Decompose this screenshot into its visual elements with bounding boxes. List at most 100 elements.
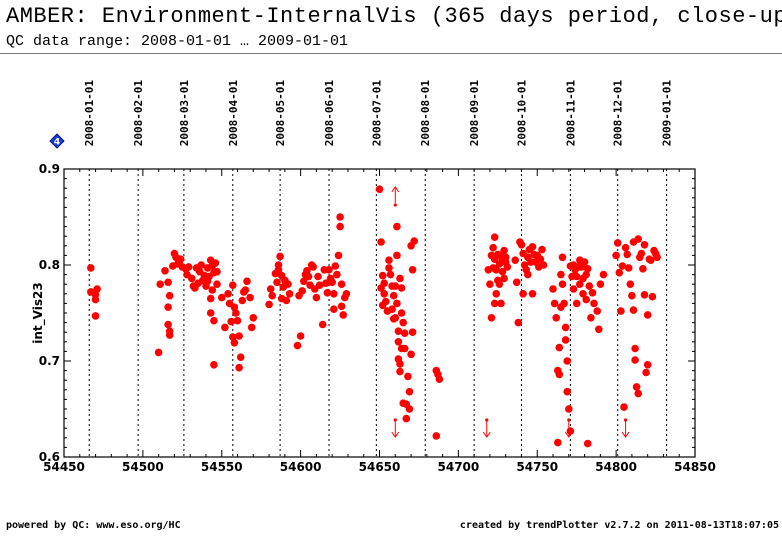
badge-number: 4 <box>54 138 60 148</box>
outlier-down-arrow <box>391 418 400 438</box>
outlier-down-arrow <box>564 418 573 438</box>
data-point <box>595 325 603 334</box>
data-point <box>164 278 172 287</box>
data-point <box>524 270 532 279</box>
data-point <box>620 403 628 411</box>
data-point <box>229 333 237 341</box>
data-point <box>572 272 581 281</box>
data-point <box>246 293 254 302</box>
data-point <box>490 233 499 241</box>
data-point <box>206 309 215 317</box>
data-point <box>492 266 501 274</box>
data-point <box>236 353 245 362</box>
data-point <box>634 235 642 243</box>
date-label: 2008-06-01 <box>323 80 336 147</box>
date-label: 2008-02-01 <box>132 80 145 147</box>
data-point <box>632 383 641 391</box>
data-point <box>585 282 594 290</box>
data-point <box>309 263 318 271</box>
data-point <box>517 241 526 249</box>
data-point <box>539 261 548 269</box>
data-point <box>596 280 605 289</box>
data-point <box>393 222 401 231</box>
data-point <box>590 299 598 308</box>
y-axis-label: int_Vis23 <box>31 282 46 343</box>
data-point <box>552 314 560 322</box>
data-point <box>407 350 415 359</box>
data-point <box>210 316 218 325</box>
data-point <box>549 285 557 293</box>
data-point <box>631 356 639 364</box>
data-point <box>580 258 589 266</box>
data-point <box>626 280 635 289</box>
data-point <box>588 289 597 297</box>
date-label: 2008-08-01 <box>419 80 432 147</box>
data-point <box>386 270 395 279</box>
data-point <box>408 266 417 274</box>
data-point <box>325 266 333 274</box>
y-tick-label: 0.9 <box>39 162 60 176</box>
data-point <box>653 253 661 262</box>
data-point <box>397 309 406 317</box>
data-point <box>330 305 338 314</box>
data-point <box>599 270 608 279</box>
data-point <box>615 268 624 277</box>
outlier-down-arrow <box>482 418 491 438</box>
data-point <box>380 279 389 288</box>
x-tick-label: 54550 <box>201 460 243 474</box>
data-point <box>500 274 508 283</box>
data-point <box>218 293 226 302</box>
page-title: AMBER: Environment-InternalVis (365 days… <box>6 4 782 29</box>
data-point <box>333 270 341 279</box>
data-point <box>277 294 286 303</box>
data-point <box>266 285 275 293</box>
data-point <box>399 399 408 408</box>
data-point <box>511 256 519 265</box>
data-point <box>536 255 545 263</box>
data-point <box>397 344 406 353</box>
data-point <box>323 289 332 297</box>
data-point <box>582 270 590 279</box>
x-tick-label: 54600 <box>280 460 322 474</box>
data-point <box>612 251 620 260</box>
data-point <box>161 267 169 275</box>
data-point <box>224 290 232 298</box>
data-point <box>276 252 284 261</box>
date-label: 2008-09-01 <box>468 80 481 147</box>
x-tick-label: 54500 <box>122 460 164 474</box>
data-point <box>213 267 221 276</box>
data-point <box>394 338 403 346</box>
data-point <box>314 272 322 281</box>
outlier-arrow-dot <box>567 418 571 422</box>
data-point <box>563 387 571 396</box>
data-point <box>512 278 521 287</box>
outlier-arrow-dot <box>393 418 397 422</box>
data-point <box>634 389 642 398</box>
data-point <box>501 253 510 262</box>
data-point <box>648 292 657 301</box>
data-point <box>394 327 403 336</box>
data-point <box>232 309 240 317</box>
data-point <box>637 249 646 258</box>
data-point <box>558 253 567 262</box>
data-point <box>164 303 172 312</box>
data-point <box>495 280 504 289</box>
data-point <box>210 361 218 369</box>
data-point <box>408 328 417 337</box>
data-point <box>519 290 527 298</box>
data-point <box>489 243 497 252</box>
date-label: 2008-01-01 <box>83 80 96 147</box>
data-point <box>298 287 307 295</box>
data-point <box>165 291 174 300</box>
data-point <box>569 285 578 293</box>
data-point <box>628 291 636 300</box>
data-point <box>623 250 631 259</box>
data-point <box>274 266 283 274</box>
data-point <box>583 265 592 273</box>
data-point <box>647 256 655 265</box>
data-point <box>154 348 163 357</box>
outlier-down-arrow <box>621 418 630 438</box>
data-point <box>156 280 164 289</box>
data-point <box>528 243 537 251</box>
data-point <box>339 311 348 319</box>
